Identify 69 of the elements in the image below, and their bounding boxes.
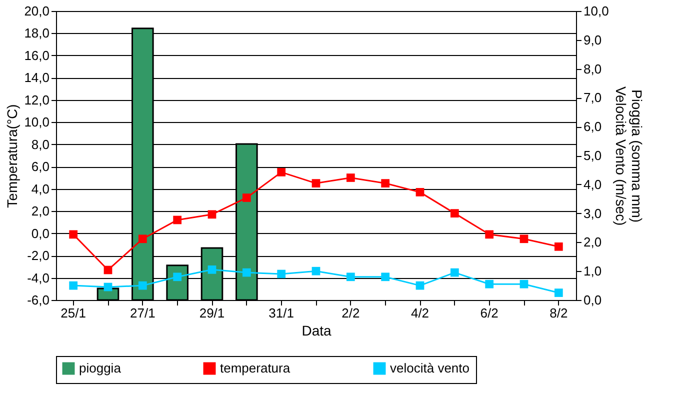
x-tick-label: 29/1 (199, 306, 225, 320)
y-tick-label: 6,0 (31, 159, 50, 174)
point (242, 194, 251, 202)
point (450, 209, 459, 218)
y-tick-label: 4,0 (31, 181, 50, 196)
point (277, 270, 286, 278)
x-tick-label: 8/2 (550, 306, 568, 320)
y-tick-label: 18,0 (24, 26, 50, 41)
point (138, 234, 147, 244)
point (69, 281, 78, 290)
point (381, 179, 390, 188)
y2-tick-label: 10,0 (584, 4, 609, 18)
point (520, 280, 528, 288)
x-tick-label: 2/2 (342, 306, 360, 320)
point (381, 272, 390, 282)
point (520, 234, 528, 244)
y2-tick-label: 4,0 (584, 176, 602, 192)
x-tick-label: 4/2 (410, 306, 430, 320)
point (173, 216, 182, 224)
y-tick-label: -2,0 (27, 248, 50, 264)
legend-label: temperatura (220, 360, 291, 376)
legend-label: velocità vento (390, 360, 470, 376)
point (173, 272, 182, 282)
point (242, 268, 251, 277)
point (208, 210, 216, 219)
point (346, 174, 355, 182)
x-tick-label: 6/2 (480, 306, 498, 320)
point (104, 282, 112, 292)
point (416, 281, 424, 290)
point (450, 268, 459, 277)
x-tick-label: 31/1 (268, 306, 294, 320)
y2-tick-label: 3,0 (584, 206, 602, 221)
y2-tick-label: 1,0 (584, 264, 602, 279)
point (554, 242, 563, 251)
y-tick-label: 2,0 (31, 204, 50, 219)
y2-tick-label: 9,0 (584, 32, 602, 48)
x-tick-label: 27/1 (130, 306, 156, 320)
y2-tick-label: 8,0 (584, 61, 602, 76)
y-tick-label: 14,0 (24, 70, 50, 86)
point (138, 281, 147, 290)
point (69, 230, 78, 239)
point (312, 179, 320, 188)
y2-tick-label: 2,0 (584, 234, 602, 250)
y-tick-label: 8,0 (31, 136, 50, 152)
point (416, 188, 424, 196)
point (485, 230, 494, 239)
point (104, 266, 112, 274)
y2-tick-label: 5,0 (584, 148, 602, 163)
y-tick-label: 0,0 (31, 226, 50, 241)
x-axis-title: Data (302, 322, 332, 338)
y-tick-label: 20,0 (24, 4, 50, 18)
y-tick-label: 10,0 (24, 114, 50, 130)
y2-tick-label: 0,0 (584, 292, 602, 308)
y-tick-label: -4,0 (27, 270, 50, 286)
point (312, 266, 320, 276)
x-tick-label: 25/1 (60, 306, 86, 320)
y-tick-label: 12,0 (24, 92, 50, 108)
y-axis-title: Temperatura(°C) (4, 104, 20, 208)
y-tick-label: -6,0 (27, 292, 50, 308)
y-tick-label: 16,0 (24, 48, 50, 63)
point (346, 272, 355, 282)
y2-tick-label: 7,0 (584, 90, 602, 106)
y2-tick-label: 6,0 (584, 119, 602, 134)
point (277, 168, 286, 176)
point (554, 288, 563, 297)
legend-label: pioggia (79, 360, 122, 376)
point (208, 265, 216, 274)
y2-axis-title: Pioggia (somma mm) Velocità Vento (m/sec) (612, 86, 645, 226)
point (485, 280, 494, 288)
